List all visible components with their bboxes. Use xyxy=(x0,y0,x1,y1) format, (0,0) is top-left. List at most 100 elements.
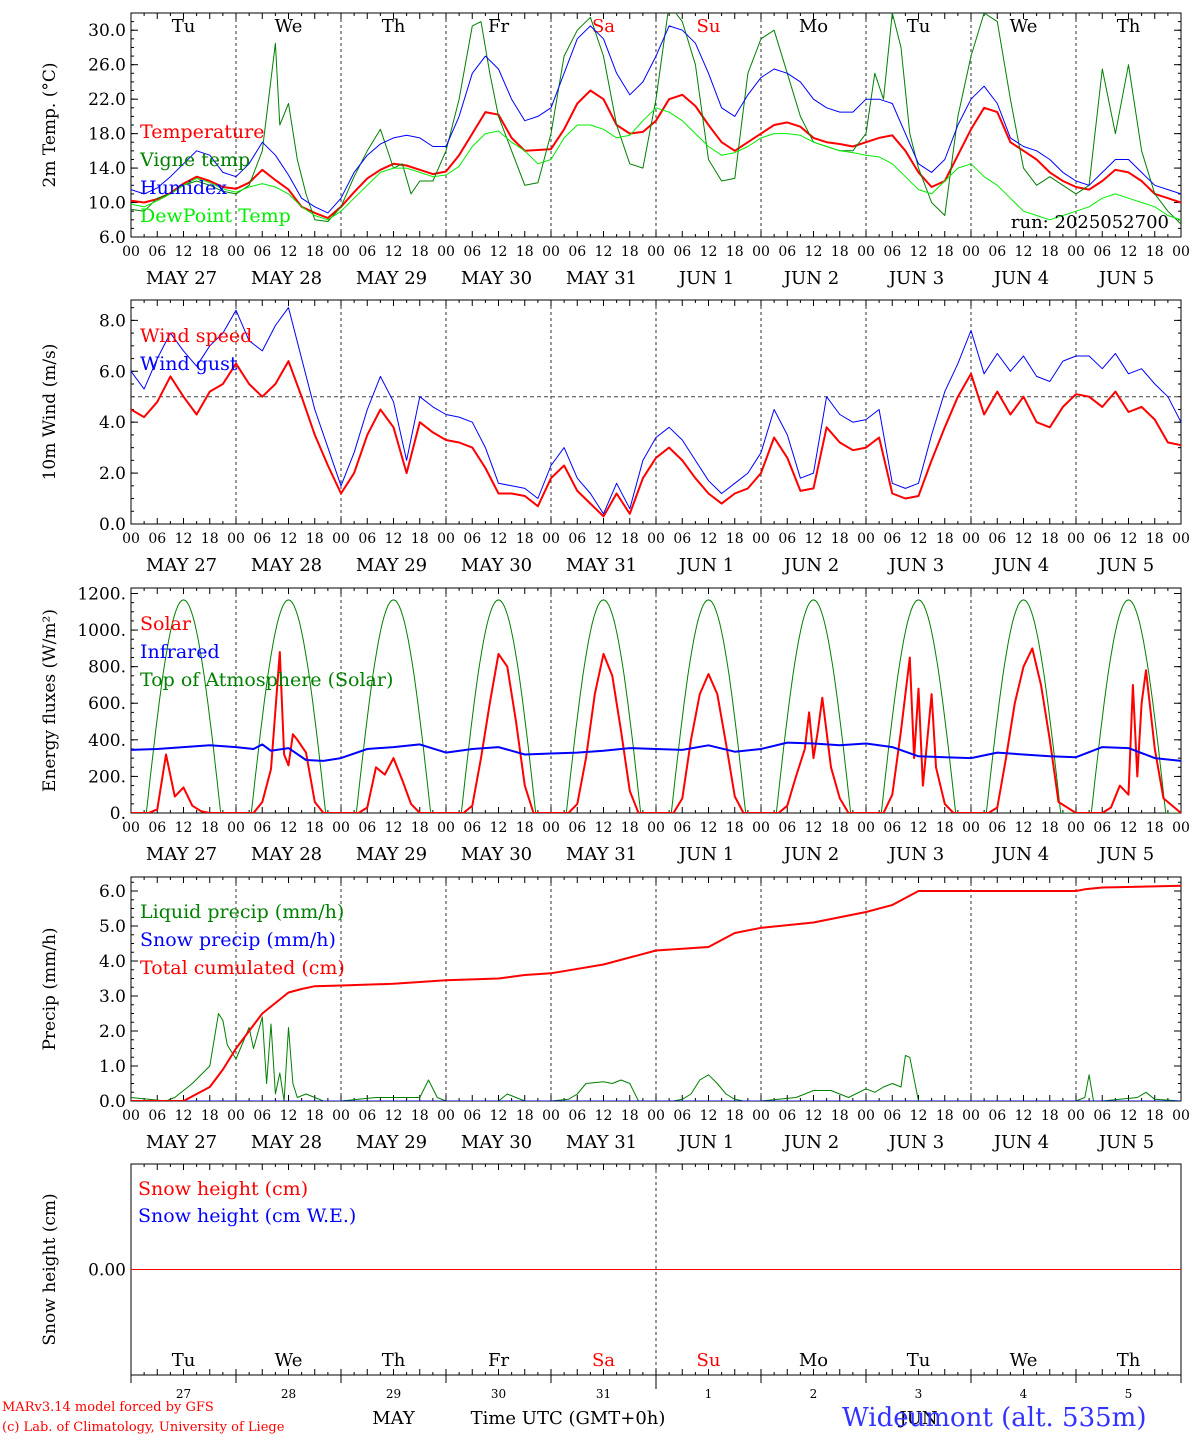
day-number: 1 xyxy=(705,1387,713,1401)
hour-tick-label: 12 xyxy=(385,1108,403,1124)
weekday-label: Th xyxy=(382,1350,406,1371)
y-tick-label: 0.0 xyxy=(99,515,126,535)
hour-tick-label: 00 xyxy=(1172,531,1190,547)
weekday-label: Sa xyxy=(592,16,615,37)
series-wind-speed xyxy=(131,360,1181,518)
hour-tick-label: 06 xyxy=(568,531,586,547)
hour-tick-label: 12 xyxy=(280,1108,298,1124)
hour-tick-label: 00 xyxy=(857,531,875,547)
hour-tick-label: 00 xyxy=(962,820,980,836)
hour-tick-label: 18 xyxy=(411,244,429,260)
hour-tick-label: 06 xyxy=(778,820,796,836)
hour-tick-label: 12 xyxy=(280,820,298,836)
hour-tick-label: 06 xyxy=(778,244,796,260)
hour-tick-label: 18 xyxy=(831,531,849,547)
hour-tick-label: 00 xyxy=(647,244,665,260)
hour-tick-label: 06 xyxy=(673,531,691,547)
date-label: JUN 4 xyxy=(992,555,1049,576)
hour-tick-label: 00 xyxy=(752,820,770,836)
date-label: MAY 29 xyxy=(356,844,427,865)
legend-entry: Solar xyxy=(140,613,192,635)
weekday-label: Fr xyxy=(488,16,509,37)
hour-tick-label: 06 xyxy=(883,244,901,260)
hour-tick-label: 06 xyxy=(148,244,166,260)
y-tick-label: 1000. xyxy=(77,621,126,641)
panel-energy: 0. 200. 400. 600. 800. 1000. 1200. Energy fluxe… xyxy=(40,584,1190,865)
weekday-label: Mo xyxy=(799,16,828,37)
series-group xyxy=(131,307,1181,518)
footer-model: MARv3.14 model forced by GFS xyxy=(2,1400,214,1415)
hour-tick-label: 18 xyxy=(831,244,849,260)
hour-tick-label: 18 xyxy=(621,244,639,260)
legend-entry: Top of Atmosphere (Solar) xyxy=(140,669,393,691)
hour-tick-label: 18 xyxy=(1146,244,1164,260)
hour-tick-label: 06 xyxy=(463,1108,481,1124)
hour-tick-label: 18 xyxy=(621,1108,639,1124)
month-label: MAY xyxy=(372,1408,416,1429)
hour-tick-label: 12 xyxy=(700,531,718,547)
hour-tick-label: 00 xyxy=(962,1108,980,1124)
hour-tick-label: 00 xyxy=(752,1108,770,1124)
hour-tick-label: 12 xyxy=(805,244,823,260)
date-label: JUN 4 xyxy=(992,1132,1049,1153)
hour-tick-label: 18 xyxy=(831,820,849,836)
date-label: MAY 31 xyxy=(566,844,637,865)
series-solar xyxy=(131,647,1181,813)
hour-tick-label: 18 xyxy=(936,531,954,547)
hour-tick-label: 00 xyxy=(542,820,560,836)
hour-tick-label: 00 xyxy=(542,531,560,547)
hour-tick-label: 06 xyxy=(253,531,271,547)
date-label: MAY 30 xyxy=(461,1132,532,1153)
hour-tick-label: 00 xyxy=(1067,244,1085,260)
date-label: MAY 29 xyxy=(356,555,427,576)
y-tick-label: 0. xyxy=(110,804,126,824)
hour-tick-label: 00 xyxy=(227,244,245,260)
hour-tick-label: 12 xyxy=(175,1108,193,1124)
hour-tick-label: 00 xyxy=(227,531,245,547)
hour-tick-label: 18 xyxy=(726,531,744,547)
series-dewpoint-temp xyxy=(131,107,1181,221)
date-label: MAY 31 xyxy=(566,555,637,576)
hour-tick-label: 18 xyxy=(201,1108,219,1124)
legend-entry: Wind gust xyxy=(140,353,238,375)
weekday-label: Tu xyxy=(907,1350,931,1371)
date-label: MAY 28 xyxy=(251,268,322,289)
date-label: MAY 28 xyxy=(251,1132,322,1153)
hour-tick-label: 00 xyxy=(962,531,980,547)
y-tick-label: 6.0 xyxy=(99,882,126,902)
hour-tick-label: 12 xyxy=(700,1108,718,1124)
hour-tick-label: 18 xyxy=(516,244,534,260)
hour-tick-label: 06 xyxy=(463,531,481,547)
date-label: JUN 5 xyxy=(1097,268,1154,289)
date-label: JUN 3 xyxy=(887,844,944,865)
hour-tick-label: 12 xyxy=(175,531,193,547)
hour-tick-label: 06 xyxy=(1093,244,1111,260)
station-title: Wideumont (alt. 535m) xyxy=(842,1403,1147,1433)
hour-tick-label: 06 xyxy=(463,820,481,836)
hour-tick-label: 00 xyxy=(437,820,455,836)
series-group xyxy=(131,13,1181,225)
hour-tick-label: 00 xyxy=(227,820,245,836)
legend-entry: Snow height (cm W.E.) xyxy=(138,1205,356,1227)
date-label: JUN 1 xyxy=(677,555,734,576)
date-label: MAY 28 xyxy=(251,844,322,865)
date-label: JUN 5 xyxy=(1097,1132,1154,1153)
date-label: MAY 30 xyxy=(461,844,532,865)
hour-tick-label: 12 xyxy=(175,820,193,836)
weekday-label: Th xyxy=(1117,1350,1141,1371)
panel-wind: 0.0 2.0 4.0 6.0 8.0 10m Wind (m/s) Wind speed W… xyxy=(40,299,1190,576)
hour-tick-label: 12 xyxy=(175,244,193,260)
hour-tick-label: 12 xyxy=(1120,820,1138,836)
hour-tick-label: 12 xyxy=(1120,244,1138,260)
legend-entry: Humidex xyxy=(140,177,227,199)
y-tick-label: 3.0 xyxy=(99,987,126,1007)
hour-tick-label: 06 xyxy=(148,820,166,836)
hour-tick-label: 12 xyxy=(1015,1108,1033,1124)
hour-tick-label: 06 xyxy=(883,820,901,836)
y-tick-label: 26.0 xyxy=(88,56,126,76)
hour-tick-label: 18 xyxy=(726,820,744,836)
hour-tick-label: 06 xyxy=(568,820,586,836)
hour-tick-label: 00 xyxy=(1172,1108,1190,1124)
